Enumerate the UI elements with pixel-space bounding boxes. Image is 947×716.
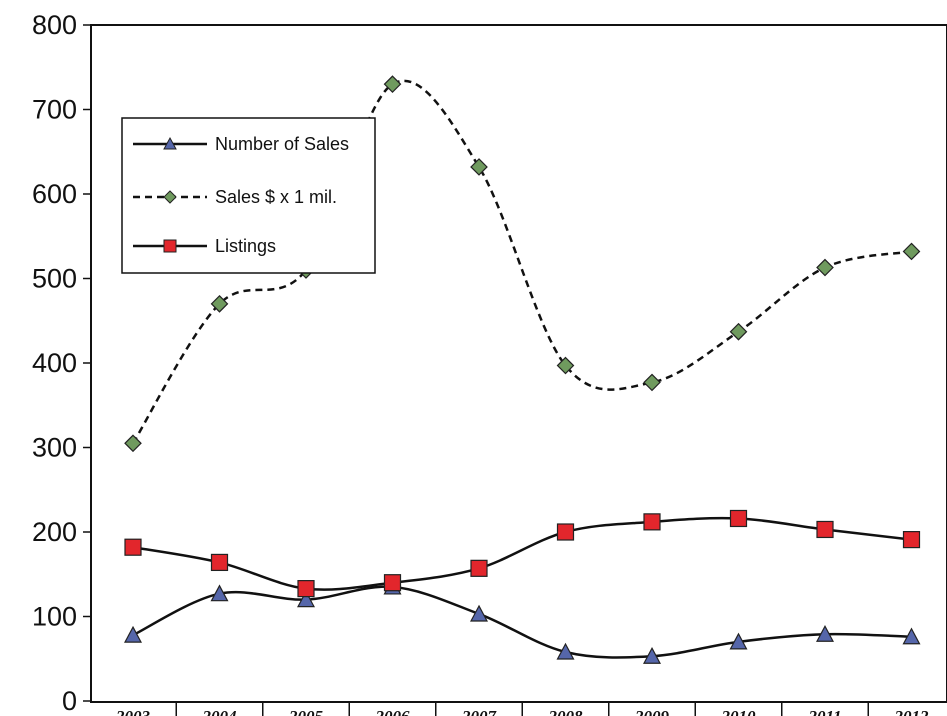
data-point	[816, 258, 834, 277]
data-point	[902, 531, 921, 549]
y-tick-label: 500	[32, 264, 77, 294]
data-point	[643, 646, 661, 664]
data-point	[124, 434, 142, 453]
legend: Number of Sales Sales $ x 1 mil. Listing…	[121, 117, 376, 274]
data-point	[210, 295, 229, 313]
series-line	[131, 79, 912, 444]
data-point	[643, 373, 661, 392]
series-listings	[124, 509, 921, 598]
data-point	[902, 242, 921, 261]
series-sales-x-1-mil	[124, 75, 921, 453]
x-tick-label: 2005	[288, 707, 324, 716]
data-point	[383, 574, 402, 592]
triangle-marker-icon	[163, 136, 177, 150]
x-tick-label: 2006	[375, 707, 411, 716]
data-point	[816, 624, 834, 642]
legend-entry-listings: Listings	[133, 236, 276, 256]
y-tick-label: 400	[32, 348, 77, 378]
y-tick-label: 200	[32, 517, 77, 547]
legend-label-listings: Listings	[215, 236, 276, 256]
data-point	[297, 580, 315, 598]
data-point	[124, 625, 142, 643]
series-layer	[124, 75, 921, 664]
diamond-marker-icon	[163, 190, 177, 204]
data-point	[210, 553, 229, 572]
y-axis-ticks: 0 100 200 300 400 500 600 700 800	[32, 10, 91, 716]
data-point	[124, 538, 142, 556]
y-tick-label: 700	[32, 95, 77, 125]
data-point	[729, 632, 748, 650]
x-tick-label: 2009	[634, 707, 670, 716]
data-point	[643, 513, 661, 531]
data-point	[729, 509, 748, 528]
data-point	[816, 520, 834, 539]
legend-entry-number-of-sales: Number of Sales	[133, 134, 349, 154]
data-point	[902, 627, 921, 645]
data-point	[470, 604, 488, 622]
y-tick-label: 800	[32, 10, 77, 40]
x-tick-label: 2004	[202, 707, 237, 716]
data-point	[210, 584, 229, 602]
data-point	[470, 559, 488, 577]
x-tick-label: 2008	[548, 707, 584, 716]
series-number-of-sales	[124, 577, 921, 664]
plot-area-border	[90, 24, 947, 703]
data-point	[556, 356, 575, 375]
x-tick-label: 2007	[461, 707, 498, 716]
square-marker-icon	[163, 239, 177, 253]
y-tick-label: 0	[62, 686, 77, 716]
y-tick-label: 100	[32, 602, 77, 632]
y-tick-label: 600	[32, 179, 77, 209]
data-point	[729, 322, 748, 341]
series-line	[132, 585, 912, 659]
series-line	[132, 516, 912, 591]
data-point	[297, 590, 315, 608]
legend-label-sales-dollars: Sales $ x 1 mil.	[215, 187, 337, 207]
y-tick-label: 300	[32, 433, 77, 463]
legend-entry-sales-dollars: Sales $ x 1 mil.	[133, 187, 337, 207]
data-point	[470, 158, 488, 176]
x-tick-label: 2010	[721, 707, 757, 716]
data-point	[556, 642, 575, 660]
data-point	[383, 75, 402, 93]
x-tick-label: 2012	[894, 707, 930, 716]
legend-label-number-of-sales: Number of Sales	[215, 134, 349, 154]
data-point	[556, 523, 575, 541]
x-tick-label: 2011	[807, 707, 841, 716]
